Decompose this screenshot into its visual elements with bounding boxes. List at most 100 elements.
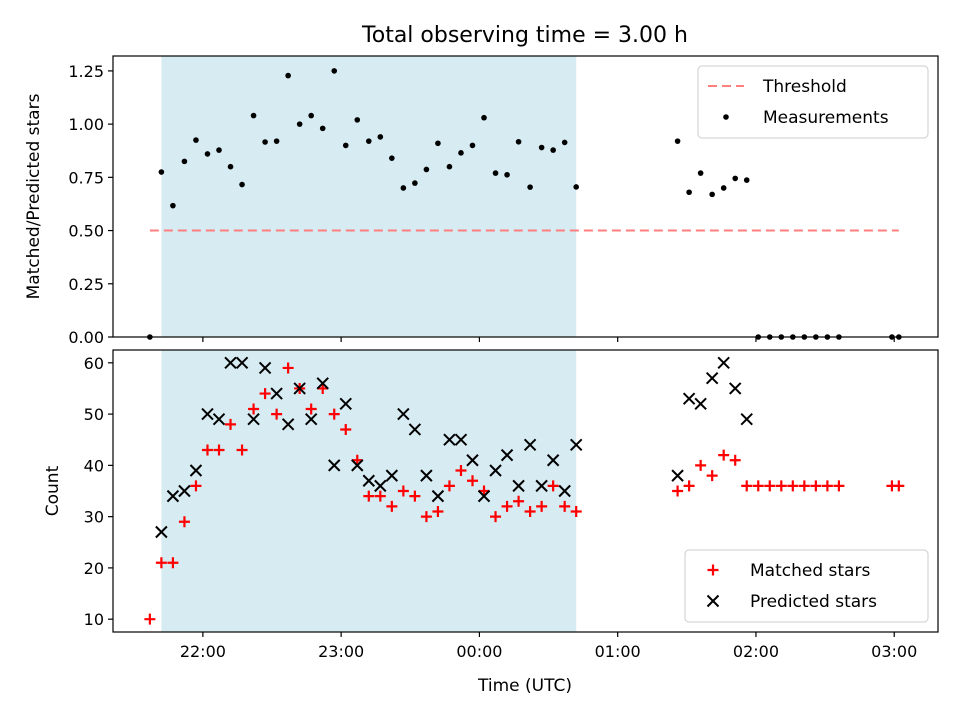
predicted-star-point xyxy=(523,438,537,452)
matched-star-point xyxy=(328,408,340,420)
predicted-star-point xyxy=(247,413,260,426)
matched-star-point xyxy=(397,485,409,497)
predicted-star-point xyxy=(512,479,525,493)
ratio-panel: 0.00 0.25 0.50 0.75 1.00 1.25 Matched/Predicte… xyxy=(24,55,939,347)
measurement-point xyxy=(342,142,349,149)
x-tick-label: 00:00 xyxy=(456,642,502,661)
measurement-point xyxy=(227,163,234,170)
predicted-star-point xyxy=(212,413,226,426)
measurement-point xyxy=(365,138,372,144)
y-tick-label: 1.25 xyxy=(68,62,104,81)
y-tick-label: 0.50 xyxy=(68,222,104,241)
predicted-star-point xyxy=(178,484,191,498)
matched-star-point xyxy=(317,382,329,394)
predicted-star-point xyxy=(385,469,399,482)
y-axis-label: Count xyxy=(43,465,63,516)
y-tick-label: 50 xyxy=(84,405,104,424)
legend-label: Measurements xyxy=(763,108,889,128)
measurement-point xyxy=(262,139,268,145)
predicted-star-point xyxy=(293,382,306,395)
matched-star-point xyxy=(409,490,421,502)
measurement-point xyxy=(389,155,395,161)
matched-star-point xyxy=(706,470,718,482)
matched-star-point xyxy=(363,490,375,502)
matched-star-point xyxy=(259,388,271,400)
measurement-point xyxy=(400,185,407,191)
matched-star-point xyxy=(764,480,776,492)
matched-star-point xyxy=(374,490,386,502)
shaded-span xyxy=(161,56,577,337)
predicted-star-point xyxy=(671,469,684,482)
predicted-star-point xyxy=(694,397,707,411)
matched-star-point xyxy=(547,480,559,492)
predicted-star-point xyxy=(717,356,730,370)
matched-star-point xyxy=(513,495,525,507)
x-axis-label: Time (UTC) xyxy=(477,676,572,696)
measurement-point xyxy=(743,177,750,183)
measurement-point xyxy=(492,170,499,176)
y-tick-label: 20 xyxy=(84,559,104,578)
measurement-point xyxy=(285,72,291,79)
predicted-star-point xyxy=(682,392,696,405)
matched-star-point xyxy=(536,500,548,512)
x-tick-label: 03:00 xyxy=(871,642,917,661)
predicted-star-point xyxy=(155,525,168,539)
matched-star-point xyxy=(729,454,741,466)
predicted-star-point xyxy=(339,397,352,411)
measurement-point xyxy=(377,134,384,140)
measurement-point xyxy=(273,138,280,144)
predicted-star-point xyxy=(466,454,479,467)
measurement-point xyxy=(296,121,303,127)
matched-star-point xyxy=(351,454,363,466)
matched-star-point xyxy=(559,500,571,512)
predicted-star-point xyxy=(728,382,742,395)
matched-star-point xyxy=(455,464,467,476)
measurement-point xyxy=(216,147,222,153)
predicted-star-point xyxy=(189,464,203,477)
measurement-point xyxy=(181,158,188,165)
matched-star-point xyxy=(282,362,294,374)
y-tick-label: 60 xyxy=(84,354,104,373)
predicted-star-point xyxy=(374,479,387,493)
matched-star-point xyxy=(167,557,179,569)
measurement-point xyxy=(515,138,522,145)
predicted-star-point xyxy=(489,464,502,477)
predicted-star-point xyxy=(454,433,468,446)
matched-star-point xyxy=(432,506,444,518)
y-tick-label: 30 xyxy=(84,508,104,527)
x-tick-label: 22:00 xyxy=(180,642,226,661)
matched-star-point xyxy=(340,423,352,435)
matched-star-point xyxy=(190,480,202,492)
predicted-star-point xyxy=(546,454,560,467)
x-tick-label: 01:00 xyxy=(595,642,641,661)
y-tick-label: 40 xyxy=(84,456,104,475)
measurement-point xyxy=(550,147,556,153)
predicted-star-point xyxy=(420,469,433,482)
matched-star-point xyxy=(490,511,502,523)
matched-star-point xyxy=(213,444,225,456)
matched-star-point xyxy=(683,480,695,492)
measurement-point xyxy=(193,137,199,143)
measurement-point xyxy=(561,139,568,146)
measurement-point xyxy=(469,142,476,149)
x-tick-label: 23:00 xyxy=(318,642,364,661)
matched-star-point xyxy=(718,449,730,461)
measurement-point xyxy=(250,112,257,119)
matched-star-point xyxy=(466,475,478,487)
predicted-star-point xyxy=(362,474,376,487)
predicted-star-point xyxy=(535,479,548,493)
matched-star-point xyxy=(178,516,190,528)
matched-star-point xyxy=(501,500,513,512)
predicted-star-point xyxy=(304,413,318,426)
predicted-star-point xyxy=(201,407,214,421)
measurement-point xyxy=(239,181,245,188)
predicted-star-point xyxy=(397,407,410,421)
matched-star-point xyxy=(833,480,845,492)
matched-star-point xyxy=(144,613,156,625)
legend-matched-swatch xyxy=(707,564,719,576)
predicted-star-point xyxy=(569,438,583,452)
matched-star-point xyxy=(821,480,833,492)
predicted-star-point xyxy=(235,356,249,370)
measurement-point xyxy=(573,184,579,190)
